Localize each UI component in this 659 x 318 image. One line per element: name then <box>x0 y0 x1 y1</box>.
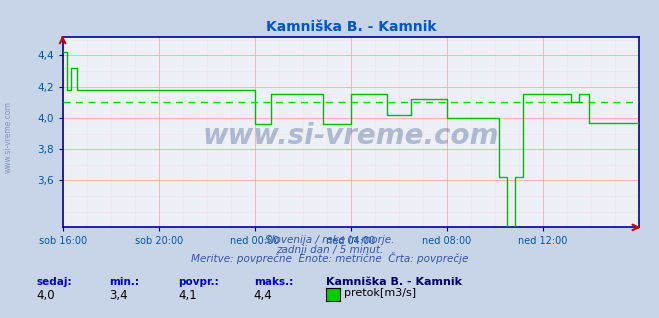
Text: www.si-vreme.com: www.si-vreme.com <box>4 101 13 173</box>
Text: sedaj:: sedaj: <box>36 277 72 287</box>
Text: www.si-vreme.com: www.si-vreme.com <box>203 122 499 150</box>
Text: maks.:: maks.: <box>254 277 293 287</box>
Title: Kamniška B. - Kamnik: Kamniška B. - Kamnik <box>266 20 436 34</box>
Text: pretok[m3/s]: pretok[m3/s] <box>344 288 416 298</box>
Text: 4,4: 4,4 <box>254 289 272 302</box>
Text: 4,0: 4,0 <box>36 289 55 302</box>
Text: povpr.:: povpr.: <box>178 277 219 287</box>
Text: Meritve: povprečne  Enote: metrične  Črta: povprečje: Meritve: povprečne Enote: metrične Črta:… <box>191 252 468 264</box>
Text: 4,1: 4,1 <box>178 289 196 302</box>
Text: Kamniška B. - Kamnik: Kamniška B. - Kamnik <box>326 277 462 287</box>
Text: min.:: min.: <box>109 277 139 287</box>
Text: 3,4: 3,4 <box>109 289 127 302</box>
Text: zadnji dan / 5 minut.: zadnji dan / 5 minut. <box>276 245 383 255</box>
Text: Slovenija / reke in morje.: Slovenija / reke in morje. <box>265 235 394 245</box>
